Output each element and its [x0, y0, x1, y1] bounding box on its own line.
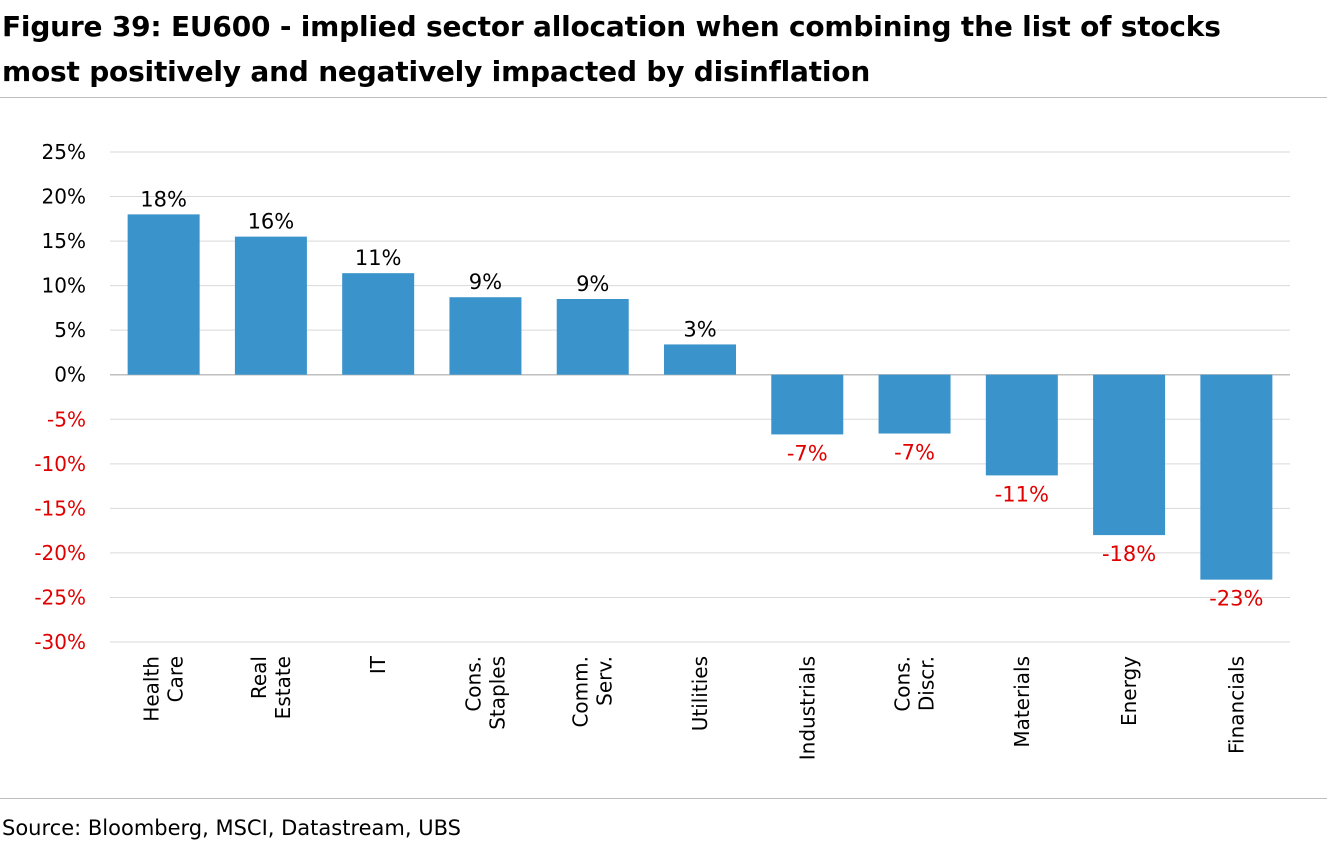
bar-chart: 25% 20% 15% 10% 5% 0% -5% -10% -15% -20% -25% -30% 1…	[34, 140, 1290, 760]
x-tick-label: IT	[366, 655, 390, 674]
x-tick-label: Industrials	[795, 656, 819, 760]
x-tick-label: Materials	[1010, 656, 1034, 748]
x-tick-line: Materials	[1010, 656, 1034, 748]
bar	[342, 273, 415, 375]
x-tick-line: Discr.	[915, 656, 939, 711]
x-tick-label: Energy	[1117, 656, 1141, 726]
x-tick-label: Cons.Staples	[461, 656, 509, 730]
x-tick-line: Utilities	[688, 656, 712, 731]
x-tick-label: HealthCare	[140, 656, 188, 722]
y-tick-label: -30%	[34, 630, 86, 654]
y-tick-label: 25%	[42, 140, 86, 164]
x-tick-line: Care	[164, 656, 188, 702]
x-tick-text: Industrials	[795, 656, 819, 760]
bar	[234, 236, 307, 375]
x-tick-text: Cons.Staples	[461, 656, 509, 730]
y-tick-label: -15%	[34, 496, 86, 520]
bar	[1200, 374, 1273, 580]
bar	[664, 344, 736, 375]
x-tick-text: Cons.Discr.	[891, 656, 939, 712]
x-tick-text: Utilities	[688, 656, 712, 731]
x-tick-line: IT	[366, 655, 390, 674]
bar	[771, 374, 844, 435]
x-tick-line: Estate	[271, 656, 295, 719]
bar	[1093, 374, 1166, 536]
x-tick-line: Health	[140, 656, 164, 722]
x-tick-text: RealEstate	[247, 656, 295, 719]
x-tick-label: Financials	[1224, 656, 1248, 754]
data-label: -18%	[1102, 542, 1156, 566]
x-tick-text: Materials	[1010, 656, 1034, 748]
x-tick-line: Industrials	[795, 656, 819, 760]
bar	[556, 299, 629, 375]
data-label: 9%	[576, 272, 609, 296]
y-tick-label: -10%	[34, 452, 86, 476]
x-tick-line: Staples	[485, 656, 509, 730]
bar	[127, 214, 200, 375]
x-tick-text: Comm.Serv.	[569, 656, 617, 728]
data-label: 18%	[140, 187, 187, 211]
bar	[985, 374, 1058, 476]
title-line-1: Figure 39: EU600 - implied sector alloca…	[2, 10, 1221, 43]
title-line-2: most positively and negatively impacted …	[2, 55, 871, 88]
data-label: 3%	[683, 317, 716, 341]
x-tick-text: Financials	[1224, 656, 1248, 754]
y-tick-label: 10%	[42, 274, 86, 298]
y-tick-label: 0%	[54, 363, 86, 387]
bar	[878, 374, 951, 434]
data-label: -7%	[787, 441, 828, 465]
x-tick-label: RealEstate	[247, 656, 295, 719]
y-tick-label: -20%	[34, 541, 86, 565]
y-tick-label: 15%	[42, 229, 86, 253]
bottom-rule	[0, 798, 1327, 799]
y-tick-label: 5%	[54, 318, 86, 342]
x-tick-line: Cons.	[891, 656, 915, 712]
x-tick-text: Energy	[1117, 656, 1141, 726]
x-tick-label: Utilities	[688, 656, 712, 731]
x-tick-label: Comm.Serv.	[569, 656, 617, 728]
x-tick-line: Cons.	[461, 656, 485, 712]
data-label: -11%	[995, 482, 1049, 506]
y-tick-label: -5%	[47, 407, 86, 431]
bar	[449, 297, 522, 375]
x-tick-line: Financials	[1224, 656, 1248, 754]
top-rule	[0, 97, 1327, 98]
source-note: Source: Bloomberg, MSCI, Datastream, UBS	[2, 816, 461, 840]
x-tick-text: HealthCare	[140, 656, 188, 722]
x-tick-label: Cons.Discr.	[891, 656, 939, 712]
data-label: 11%	[355, 246, 402, 270]
x-tick-text: IT	[366, 655, 390, 674]
chart-title: Figure 39: EU600 - implied sector alloca…	[2, 4, 1332, 94]
y-tick-label: 20%	[42, 185, 86, 209]
data-label: -7%	[894, 441, 935, 465]
x-tick-line: Real	[247, 656, 271, 699]
x-tick-line: Energy	[1117, 656, 1141, 726]
x-tick-line: Serv.	[593, 656, 617, 706]
data-label: 9%	[469, 270, 502, 294]
y-tick-label: -25%	[34, 585, 86, 609]
data-label: -23%	[1209, 587, 1263, 611]
x-tick-line: Comm.	[569, 656, 593, 728]
data-label: 16%	[248, 210, 295, 234]
